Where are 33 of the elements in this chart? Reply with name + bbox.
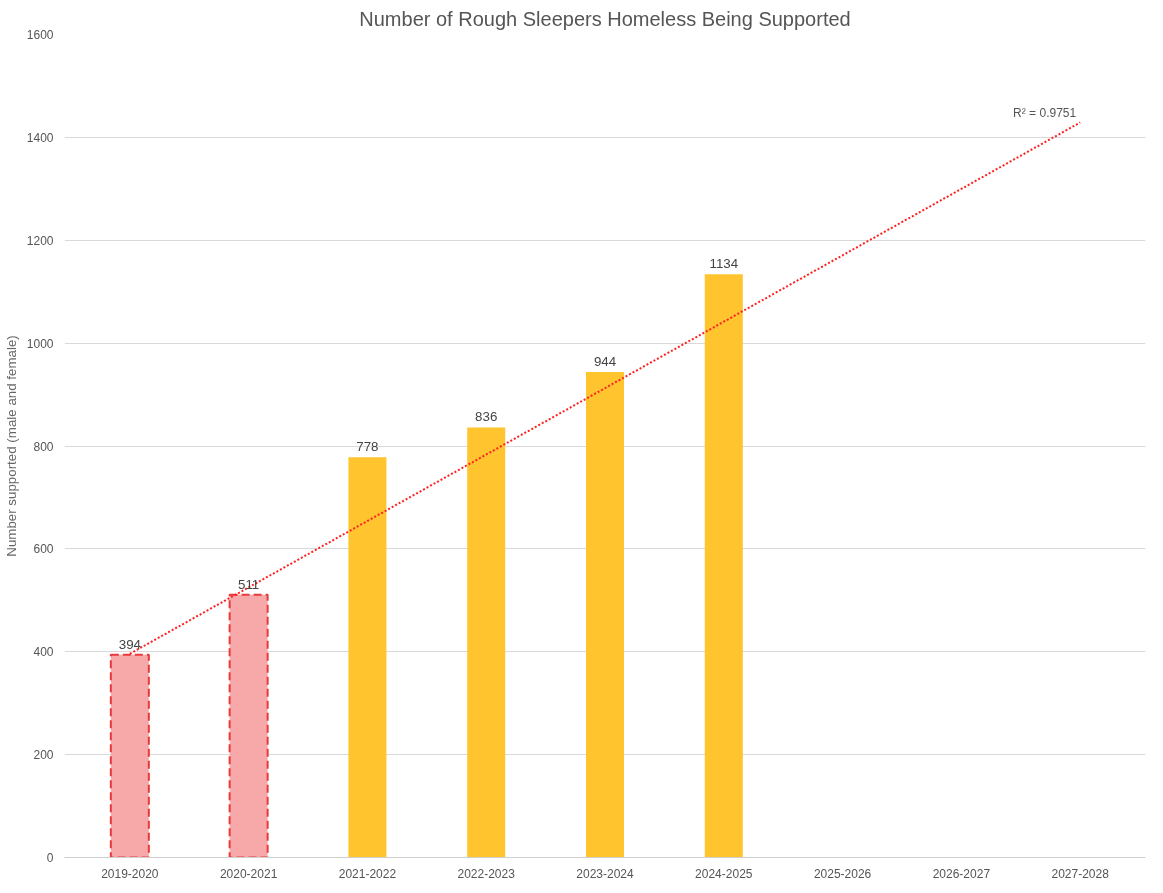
y-tick-label: 1000 <box>26 336 54 351</box>
x-tick-label: 2026-2027 <box>932 866 991 881</box>
y-tick-label: 400 <box>33 645 54 660</box>
y-tick-label: 200 <box>33 748 54 763</box>
chart-title: Number of Rough Sleepers Homeless Being Supported <box>359 7 851 30</box>
bar <box>467 427 506 858</box>
y-tick-label: 600 <box>33 542 54 557</box>
x-tick-label: 2024-2025 <box>695 866 753 881</box>
annotation: R² = 0.9751 <box>1013 106 1077 121</box>
data-label: 394 <box>118 636 142 652</box>
bar <box>109 653 150 858</box>
bar <box>585 371 625 858</box>
x-tick-label: 2022-2023 <box>457 866 516 881</box>
data-label: 778 <box>356 439 379 455</box>
y-tick-label: 0 <box>46 851 54 865</box>
bar <box>228 593 269 858</box>
x-tick-label: 2019-2020 <box>101 866 159 881</box>
x-tick-label: 2023-2024 <box>576 866 635 881</box>
x-tick-label: 2027-2028 <box>1051 866 1110 881</box>
data-label: 836 <box>475 409 498 425</box>
data-label: 511 <box>238 576 260 592</box>
y-tick-label: 1400 <box>26 130 54 145</box>
data-label: 1134 <box>709 256 739 272</box>
y-axis-title: Number supported (male and female) <box>3 335 19 557</box>
data-label: 944 <box>593 353 617 369</box>
y-tick-label: 1600 <box>26 28 54 42</box>
x-tick-label: 2020-2021 <box>219 866 278 881</box>
bar <box>348 457 387 858</box>
y-tick-label: 800 <box>33 439 54 454</box>
bar <box>704 274 743 858</box>
y-tick-label: 1200 <box>26 233 54 248</box>
x-tick-label: 2021-2022 <box>338 866 397 881</box>
x-tick-label: 2025-2026 <box>813 866 872 881</box>
